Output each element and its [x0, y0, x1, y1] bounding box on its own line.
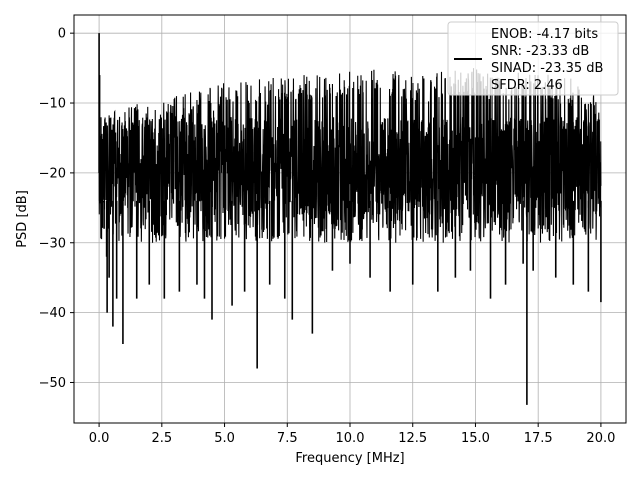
psd-series	[98, 33, 602, 405]
legend: ENOB: -4.17 bits SNR: -23.33 dB SINAD: -…	[447, 21, 619, 96]
psd-noise-trace	[98, 68, 602, 243]
x-axis-label: Frequency [MHz]	[295, 451, 404, 466]
x-tick-label: 5.0	[214, 431, 235, 446]
x-tick-label: 10.0	[336, 431, 365, 446]
y-tick-label: −20	[39, 166, 66, 181]
x-tick-label: 2.5	[151, 431, 172, 446]
x-tick-label: 12.5	[398, 431, 427, 446]
legend-entry-sfdr: SFDR: 2.46	[491, 78, 563, 93]
psd-noise-line	[98, 68, 602, 243]
legend-entry-snr: SNR: -23.33 dB	[491, 44, 589, 59]
x-axis: 0.0 2.5 5.0 7.5 10.0 12.5 15.0 17.5 20.0	[89, 423, 615, 446]
legend-entry-enob: ENOB: -4.17 bits	[491, 27, 598, 42]
legend-entry-sinad: SINAD: -23.35 dB	[491, 61, 603, 76]
x-tick-label: 7.5	[277, 431, 298, 446]
y-tick-label: −30	[39, 236, 66, 251]
x-tick-label: 15.0	[461, 431, 490, 446]
legend-box	[447, 21, 619, 96]
y-axis: 0 −10 −20 −30 −40 −50	[39, 27, 74, 391]
x-tick-label: 17.5	[524, 431, 553, 446]
y-axis-label: PSD [dB]	[15, 190, 30, 248]
x-tick-label: 0.0	[89, 431, 110, 446]
x-tick-label: 20.0	[586, 431, 615, 446]
y-tick-label: −40	[39, 306, 66, 321]
y-tick-label: −50	[39, 376, 66, 391]
y-tick-label: −10	[39, 97, 66, 112]
y-tick-label: 0	[58, 27, 66, 42]
